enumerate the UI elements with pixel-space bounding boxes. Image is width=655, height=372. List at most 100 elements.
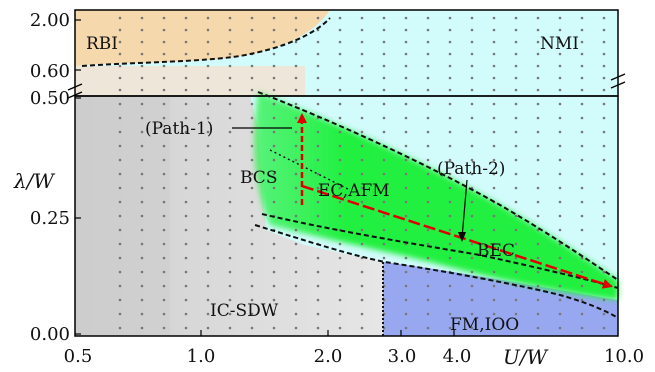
grid-point <box>602 64 606 68</box>
grid-point <box>118 102 122 106</box>
grid-point <box>536 326 540 330</box>
grid-point <box>602 28 606 32</box>
grid-point <box>316 16 320 20</box>
grid-point <box>382 52 386 56</box>
grid-point <box>228 40 232 44</box>
grid-point <box>426 64 430 68</box>
grid-point <box>448 242 452 246</box>
grid-point <box>580 214 584 218</box>
grid-point <box>470 228 474 232</box>
grid-point <box>140 326 144 330</box>
grid-point <box>536 172 540 176</box>
grid-point <box>404 88 408 92</box>
region-labels: RBI NMI BCS EC,AFM BEC IC-SDW FM,IOO (Pa… <box>86 34 579 335</box>
grid-point <box>382 28 386 32</box>
grid-point <box>558 16 562 20</box>
grid-point <box>140 16 144 20</box>
grid-point <box>162 130 166 134</box>
grid-point <box>558 186 562 190</box>
grid-point <box>492 158 496 162</box>
grid-point <box>294 186 298 190</box>
phase-boundaries <box>81 17 619 336</box>
grid-point <box>272 172 276 176</box>
grid-point <box>404 76 408 80</box>
grid-point <box>228 16 232 20</box>
grid-point <box>250 102 254 106</box>
grid-point <box>514 256 518 260</box>
grid-point <box>338 172 342 176</box>
grid-point <box>602 270 606 274</box>
lower-panel <box>75 92 619 336</box>
grid-point <box>580 64 584 68</box>
grid-point <box>492 64 496 68</box>
grid-point <box>228 200 232 204</box>
grid-point <box>558 284 562 288</box>
grid-point <box>228 52 232 56</box>
grid-point <box>140 228 144 232</box>
grid-point <box>448 64 452 68</box>
grid-point <box>580 312 584 316</box>
grid-point <box>162 144 166 148</box>
grid-point <box>272 16 276 20</box>
grid-point <box>426 130 430 134</box>
grid-point <box>250 214 254 218</box>
grid-point <box>536 284 540 288</box>
grid-point <box>404 256 408 260</box>
grid-point <box>140 200 144 204</box>
grid-point <box>426 298 430 302</box>
y-tick-label: 0.60 <box>30 61 70 82</box>
grid-point <box>338 312 342 316</box>
grid-point <box>294 158 298 162</box>
grid-point <box>228 102 232 106</box>
grid-point <box>162 28 166 32</box>
grid-point <box>162 102 166 106</box>
grid-point <box>602 298 606 302</box>
ic-sdw-left-shade <box>75 96 170 336</box>
grid-point <box>426 28 430 32</box>
grid-point <box>514 102 518 106</box>
grid-point <box>140 102 144 106</box>
grid-point <box>448 228 452 232</box>
grid-point <box>404 172 408 176</box>
grid-point <box>448 16 452 20</box>
grid-point <box>338 130 342 134</box>
grid-point <box>602 52 606 56</box>
x-tick-label: 0.5 <box>64 346 93 367</box>
grid-point <box>140 242 144 246</box>
grid-point <box>338 40 342 44</box>
grid-point <box>228 256 232 260</box>
grid-point <box>206 228 210 232</box>
grid-point <box>316 158 320 162</box>
grid-point <box>118 40 122 44</box>
grid-point <box>206 158 210 162</box>
grid-point <box>602 102 606 106</box>
grid-point <box>118 186 122 190</box>
grid-point <box>602 172 606 176</box>
grid-point <box>272 256 276 260</box>
grid-point <box>426 312 430 316</box>
grid-point <box>316 228 320 232</box>
grid-point <box>272 200 276 204</box>
grid-point <box>382 228 386 232</box>
grid-point <box>162 242 166 246</box>
grid-point <box>426 158 430 162</box>
grid-point <box>426 172 430 176</box>
grid-point <box>558 172 562 176</box>
grid-point <box>162 64 166 68</box>
grid-point <box>514 270 518 274</box>
grid-point <box>162 88 166 92</box>
grid-point <box>470 52 474 56</box>
grid-point <box>360 64 364 68</box>
grid-point <box>470 326 474 330</box>
grid-point <box>514 242 518 246</box>
grid-point <box>206 144 210 148</box>
grid-point <box>272 52 276 56</box>
grid-point <box>162 256 166 260</box>
grid-point <box>250 76 254 80</box>
grid-point <box>360 200 364 204</box>
grid-point <box>470 270 474 274</box>
grid-point <box>360 326 364 330</box>
region-label-rbi: RBI <box>86 34 118 54</box>
grid-point <box>580 130 584 134</box>
grid-point <box>316 130 320 134</box>
